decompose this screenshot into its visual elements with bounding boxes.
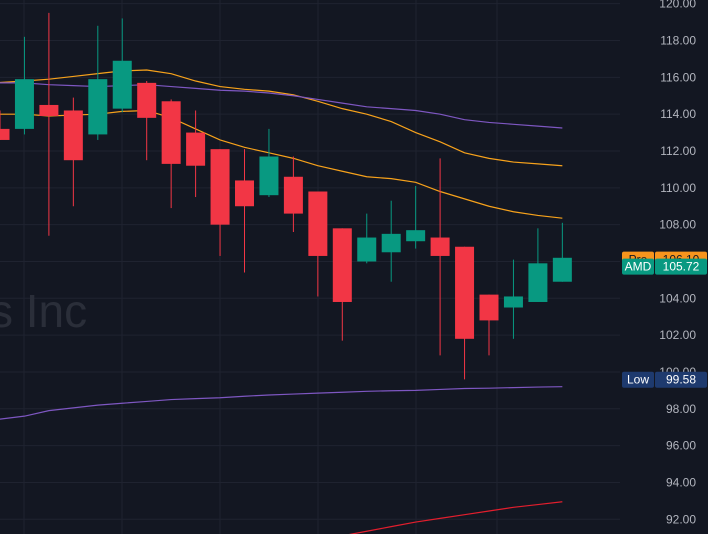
candle-down[interactable] (479, 294, 499, 356)
price-axis-tick-label: 110.00 (660, 181, 696, 195)
candle-body[interactable] (283, 176, 303, 214)
price-axis-tick-label: 112.00 (660, 144, 696, 158)
candle-body[interactable] (39, 104, 59, 117)
candle-up[interactable] (112, 18, 132, 113)
candle-body[interactable] (503, 296, 523, 308)
price-tag-low: Low 99.58 (622, 371, 707, 388)
candle-body[interactable] (381, 233, 401, 253)
symbol-watermark: s Inc (0, 285, 87, 337)
moving-average-line (0, 386, 563, 420)
candle-down[interactable] (137, 81, 157, 161)
price-axis-tick-label: 120.00 (659, 0, 696, 11)
candle-body[interactable] (430, 237, 450, 256)
candle-body[interactable] (308, 191, 328, 256)
price-axis-tick-label: 102.00 (659, 328, 696, 342)
price-tag-label: AMD (625, 260, 652, 274)
grid (0, 0, 620, 534)
candles[interactable] (0, 12, 572, 380)
price-axis-tick-label: 108.00 (659, 218, 696, 232)
candle-down[interactable] (283, 156, 303, 233)
price-tag-value: 105.72 (663, 260, 700, 274)
price-tag-value: 99.58 (666, 373, 696, 387)
candle-down[interactable] (161, 99, 181, 209)
candle-down[interactable] (430, 158, 450, 356)
candle-body[interactable] (357, 237, 377, 262)
candle-up[interactable] (88, 25, 108, 140)
candle-body[interactable] (210, 149, 230, 225)
price-axis-tick-label: 94.00 (666, 475, 696, 489)
candle-down[interactable] (210, 149, 230, 256)
price-axis-tick-label: 114.00 (660, 107, 696, 121)
price-tag-label-bg (622, 258, 654, 275)
candle-up[interactable] (357, 213, 377, 264)
price-tag-value-bg (655, 371, 707, 388)
candle-down[interactable] (63, 97, 83, 207)
candle-down[interactable] (0, 110, 10, 140)
price-tag-label: Low (627, 373, 649, 387)
price-tag-value-bg (655, 258, 707, 275)
candle-body[interactable] (235, 180, 254, 207)
candle-up[interactable] (552, 222, 572, 282)
candle-body[interactable] (479, 294, 499, 321)
candle-body[interactable] (528, 263, 548, 302)
candle-body[interactable] (406, 230, 426, 242)
candle-body[interactable] (552, 257, 572, 282)
candle-up[interactable] (528, 228, 548, 302)
candle-body[interactable] (161, 101, 181, 164)
candle-up[interactable] (406, 185, 426, 249)
candle-down[interactable] (186, 110, 206, 198)
candle-down[interactable] (39, 12, 59, 236)
moving-average-line (348, 501, 563, 534)
candle-body[interactable] (112, 60, 132, 109)
candle-body[interactable] (455, 246, 475, 339)
price-axis-tick-label: 118.00 (660, 34, 696, 48)
candle-down[interactable] (308, 191, 328, 297)
moving-average-line (0, 69, 563, 167)
candle-up[interactable] (381, 200, 401, 282)
candle-up[interactable] (14, 36, 34, 135)
candle-body[interactable] (88, 79, 108, 135)
candle-body[interactable] (259, 156, 279, 196)
candle-body[interactable] (0, 128, 10, 140)
candle-down[interactable] (332, 228, 352, 341)
price-axis-tick-label: 104.00 (659, 291, 696, 305)
candle-up[interactable] (259, 128, 279, 198)
candle-down[interactable] (235, 149, 254, 273)
candle-up[interactable] (503, 259, 523, 339)
candle-body[interactable] (63, 110, 83, 161)
candle-body[interactable] (14, 79, 34, 129)
price-axis-tick-label: 96.00 (666, 439, 696, 453)
price-tag-label-bg (622, 371, 654, 388)
candle-body[interactable] (186, 132, 206, 166)
candle-body[interactable] (332, 228, 352, 302)
price-axis-tick-label: 116.00 (660, 70, 696, 84)
candle-down[interactable] (455, 246, 475, 380)
price-axis-tick-label: 98.00 (666, 402, 696, 416)
price-axis-tick-label: 92.00 (666, 512, 696, 526)
price-tag-amd: AMD 105.72 (622, 258, 707, 275)
candle-body[interactable] (137, 82, 157, 118)
